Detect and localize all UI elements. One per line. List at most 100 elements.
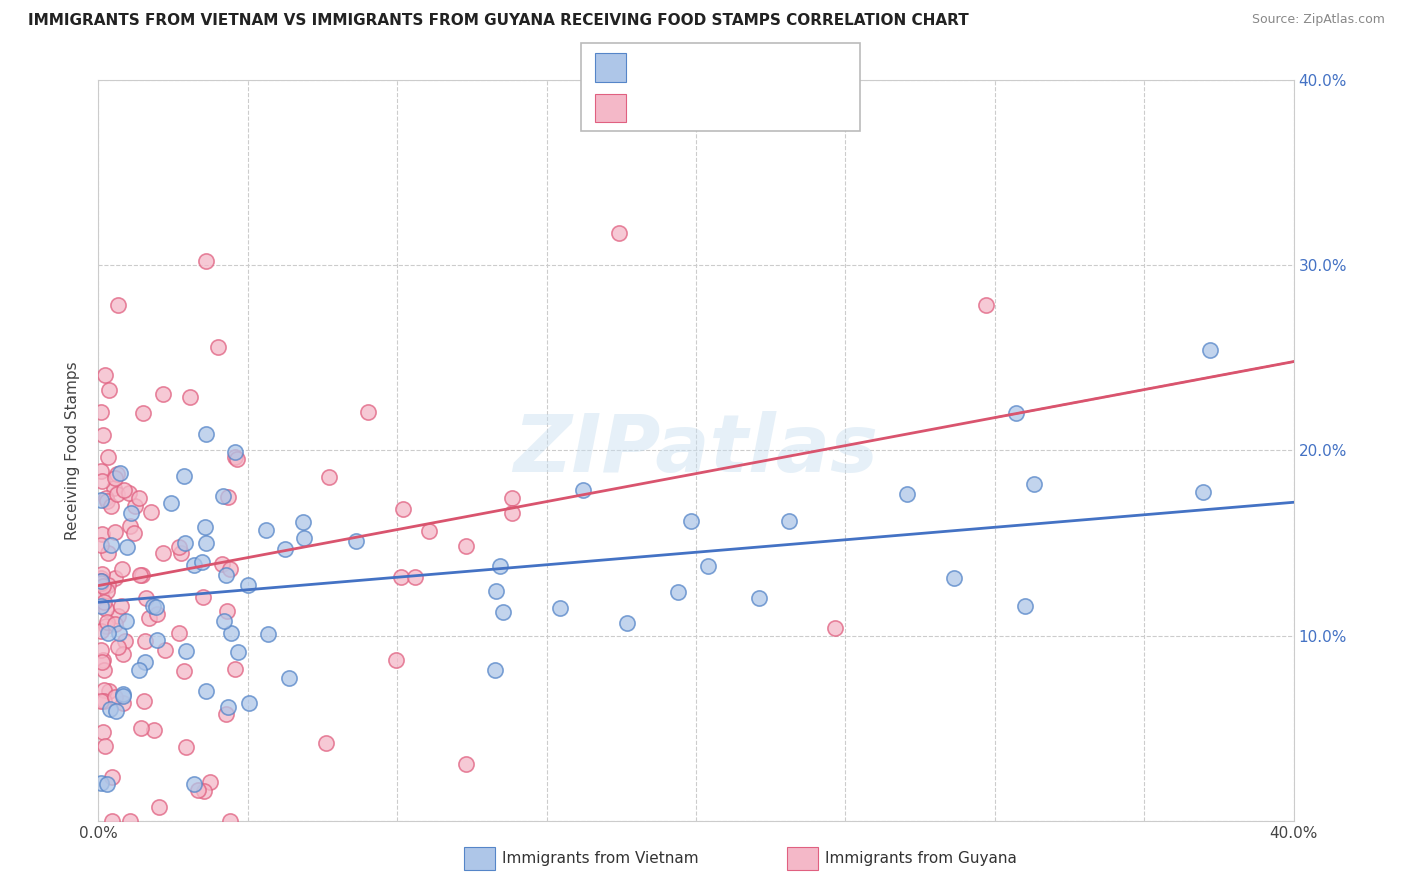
Point xyxy=(174,644,197,658)
Point xyxy=(129,568,152,582)
Point xyxy=(120,506,142,520)
Point xyxy=(93,683,115,698)
Point xyxy=(238,697,260,711)
Point xyxy=(385,653,408,667)
Point xyxy=(90,589,112,603)
Point xyxy=(100,499,122,513)
Point xyxy=(143,723,166,737)
Point xyxy=(118,814,141,828)
FancyBboxPatch shape xyxy=(581,43,860,131)
Point xyxy=(98,684,121,698)
Point xyxy=(96,602,118,616)
Point xyxy=(96,491,118,505)
Point xyxy=(193,590,215,604)
Point xyxy=(1014,599,1036,614)
Point xyxy=(491,605,513,619)
Text: 0.223: 0.223 xyxy=(682,59,738,77)
Point xyxy=(93,694,115,708)
Point xyxy=(134,655,156,669)
Point xyxy=(103,690,125,704)
Point xyxy=(195,426,218,441)
Point xyxy=(194,254,217,268)
Point xyxy=(101,770,124,784)
Point xyxy=(170,546,193,560)
Point xyxy=(217,700,239,714)
Point xyxy=(93,595,115,609)
Point xyxy=(187,783,209,797)
Point xyxy=(292,531,315,545)
Point xyxy=(214,614,236,628)
Point xyxy=(100,814,122,828)
Point xyxy=(139,505,162,519)
Point xyxy=(104,471,127,485)
Point xyxy=(115,541,138,555)
Point xyxy=(138,611,160,625)
Point xyxy=(318,470,340,484)
Text: 112: 112 xyxy=(820,99,858,117)
Point xyxy=(679,514,702,528)
Point xyxy=(179,390,201,404)
Point xyxy=(90,576,112,591)
Point xyxy=(142,599,165,613)
Point xyxy=(315,736,337,750)
Point xyxy=(215,707,238,722)
Point xyxy=(90,599,112,613)
Point xyxy=(111,696,134,710)
Point xyxy=(501,506,523,520)
Text: N =: N = xyxy=(742,99,794,117)
Point xyxy=(697,559,720,574)
Point xyxy=(90,694,112,708)
Point xyxy=(107,640,129,654)
Point xyxy=(132,406,155,420)
Point xyxy=(91,527,114,541)
Point xyxy=(274,541,297,556)
Text: Immigrants from Guyana: Immigrants from Guyana xyxy=(825,851,1017,865)
Point xyxy=(485,584,508,599)
Point xyxy=(105,467,128,481)
Point xyxy=(198,775,221,789)
Point xyxy=(942,571,965,585)
Point xyxy=(548,600,571,615)
Point xyxy=(128,491,150,506)
Point xyxy=(207,340,229,354)
Point xyxy=(173,536,195,550)
Point xyxy=(90,492,112,507)
Point xyxy=(278,672,301,686)
Point xyxy=(194,535,217,549)
Point xyxy=(489,558,512,573)
Text: Immigrants from Vietnam: Immigrants from Vietnam xyxy=(502,851,699,865)
Point xyxy=(118,486,141,500)
Point xyxy=(135,591,157,606)
Text: N =: N = xyxy=(742,59,794,77)
Point xyxy=(124,525,146,540)
Point xyxy=(96,494,118,508)
Point xyxy=(90,643,112,657)
Point xyxy=(391,501,413,516)
Point xyxy=(94,368,117,383)
Point xyxy=(110,599,132,613)
Point xyxy=(108,466,131,480)
Point xyxy=(456,756,478,771)
Point xyxy=(134,634,156,648)
Point xyxy=(111,562,134,576)
Point xyxy=(152,546,174,560)
Text: ZIPatlas: ZIPatlas xyxy=(513,411,879,490)
Point xyxy=(173,468,195,483)
Point xyxy=(98,384,121,398)
Point xyxy=(778,515,800,529)
Point xyxy=(194,684,217,698)
Point xyxy=(226,645,249,659)
Point xyxy=(616,615,638,630)
Point xyxy=(224,450,246,464)
Point xyxy=(107,298,129,312)
Point xyxy=(183,558,205,572)
Point xyxy=(183,776,205,791)
Point xyxy=(211,557,233,571)
Text: R =: R = xyxy=(637,99,676,117)
Point xyxy=(824,621,846,635)
Point xyxy=(129,722,152,736)
Point xyxy=(112,483,135,497)
Point xyxy=(114,634,136,648)
Text: Source: ZipAtlas.com: Source: ZipAtlas.com xyxy=(1251,13,1385,27)
Point xyxy=(152,386,174,401)
